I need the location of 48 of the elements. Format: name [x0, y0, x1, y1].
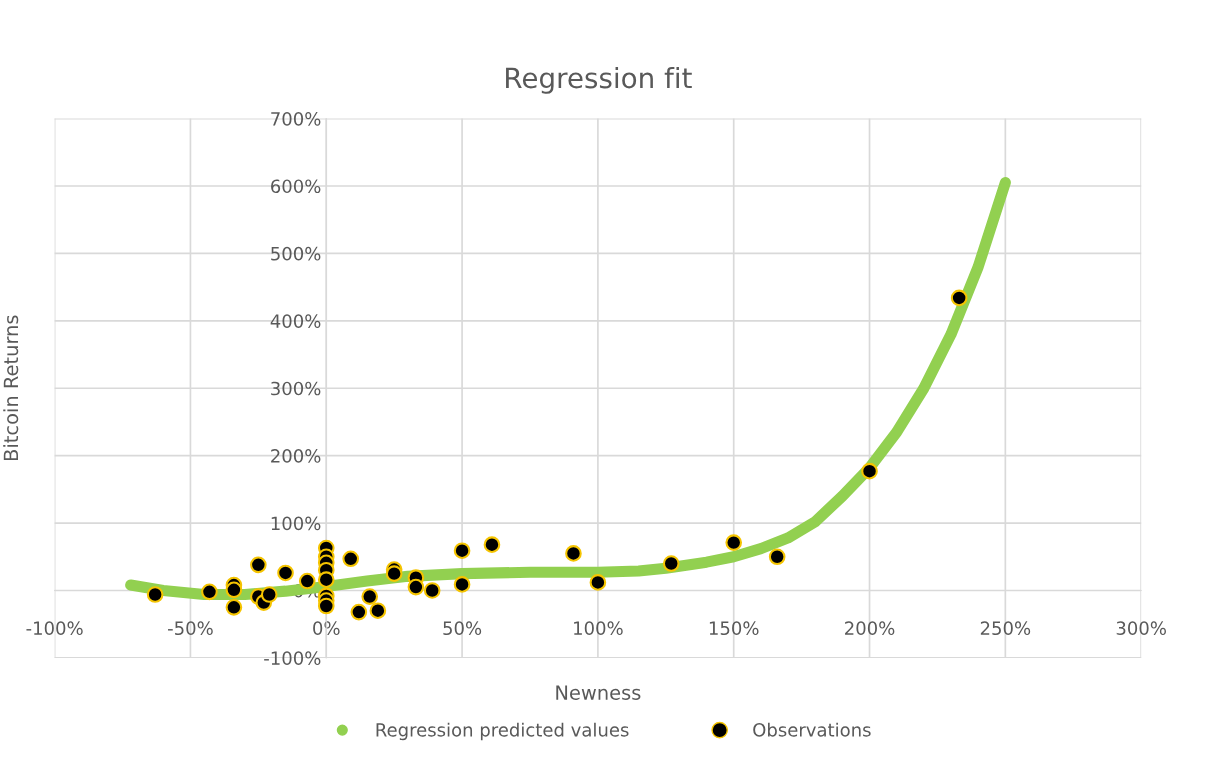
chart-title: Regression fit	[506, 66, 692, 94]
point	[250, 556, 267, 574]
point	[225, 581, 243, 599]
x-axis-title: Newness	[556, 685, 641, 700]
y-tick-label: 400%	[270, 314, 321, 328]
point	[361, 588, 379, 605]
point	[385, 565, 403, 582]
point	[350, 603, 368, 621]
legend-label: Observations	[753, 722, 871, 737]
point	[201, 583, 218, 601]
x-tick-label: 250%	[980, 621, 1031, 636]
point	[565, 545, 582, 562]
point	[260, 586, 278, 603]
point	[950, 289, 968, 307]
y-tick-label: 700%	[271, 112, 321, 126]
x-tick-label: 300%	[1116, 621, 1166, 636]
point	[342, 550, 360, 568]
point	[277, 564, 294, 582]
point	[453, 542, 471, 560]
point	[725, 534, 743, 551]
y-tick-label: 200%	[271, 449, 321, 463]
x-tick-label: 100%	[574, 621, 623, 636]
point	[483, 536, 501, 553]
point	[768, 548, 786, 566]
x-tick-label: 50%	[443, 621, 482, 636]
y-tick-label: 600%	[271, 179, 321, 194]
y-tick-label: 100%	[271, 516, 321, 531]
point	[423, 582, 441, 599]
legend-label: Regression predicted values	[376, 722, 629, 741]
point	[662, 555, 680, 572]
point	[146, 586, 164, 603]
y-tick-label: 300%	[271, 381, 321, 396]
x-tick-label: 0%	[313, 621, 340, 636]
point	[407, 578, 425, 596]
x-tick-label: 150%	[709, 621, 759, 636]
point	[589, 574, 607, 591]
x-tick-label: -50%	[168, 621, 213, 636]
point	[861, 462, 878, 480]
y-tick-label: -100%	[264, 651, 321, 666]
y-axis-title: Bitcoin Returns	[3, 315, 19, 461]
point	[317, 597, 335, 615]
y-tick-label: 500%	[271, 246, 321, 261]
point	[225, 599, 243, 616]
x-tick-label: -100%	[26, 621, 83, 636]
point	[317, 571, 335, 589]
point	[369, 602, 387, 620]
x-tick-label: 200%	[845, 621, 895, 636]
point	[453, 576, 471, 593]
